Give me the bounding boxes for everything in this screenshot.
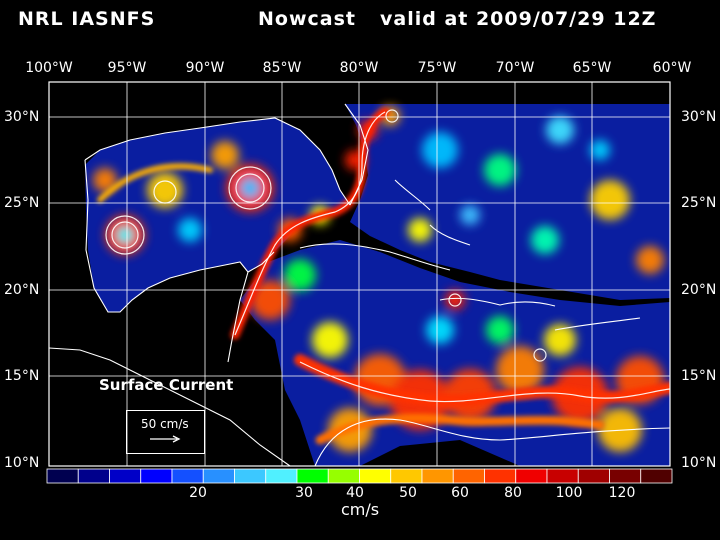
lon-label: 60°W (652, 60, 692, 76)
map-frame (48, 81, 671, 467)
colorbar-segment (452, 468, 485, 484)
lon-label: 65°W (572, 60, 612, 76)
lon-label: 70°W (495, 60, 535, 76)
colorbar-segment (609, 468, 642, 484)
lon-label: 80°W (339, 60, 379, 76)
lon-label: 95°W (107, 60, 147, 76)
graticule (49, 82, 670, 466)
colorbar-segment (296, 468, 329, 484)
colorbar-segment (234, 468, 267, 484)
colorbar-segment (171, 468, 204, 484)
lon-label: 75°W (417, 60, 457, 76)
colorbar-tick: 60 (451, 485, 469, 501)
lat-label: 25°N (681, 195, 717, 211)
legend-label: Surface Current (99, 376, 234, 394)
colorbar-segment (640, 468, 673, 484)
colorbar-units: cm/s (340, 500, 380, 519)
title-bar: NRL IASNFS Nowcast valid at 2009/07/29 1… (0, 8, 720, 36)
lat-label: 20°N (4, 282, 40, 298)
coastlines (49, 103, 670, 466)
colorbar-segment (327, 468, 360, 484)
colorbar-segment (202, 468, 235, 484)
lat-label: 20°N (681, 282, 717, 298)
lon-label: 85°W (262, 60, 302, 76)
gulf-of-mexico (85, 118, 350, 312)
lon-label: 90°W (185, 60, 225, 76)
product-title: Nowcast (258, 8, 356, 30)
colorbar-tick: 40 (346, 485, 364, 501)
lat-label: 30°N (4, 109, 40, 125)
reference-vector-label: 50 cm/s (141, 417, 189, 431)
colorbar-tick: 80 (504, 485, 522, 501)
lon-label: 100°W (25, 60, 73, 76)
colorbar-segment (421, 468, 454, 484)
colorbar-tick: 30 (295, 485, 313, 501)
colorbar-tick: 50 (399, 485, 417, 501)
colorbar-segment (46, 468, 79, 484)
lat-label: 30°N (681, 109, 717, 125)
valid-time: valid at 2009/07/29 12Z (380, 8, 657, 30)
colorbar-tick: 100 (555, 485, 583, 501)
reference-arrow-icon (150, 435, 181, 443)
reference-vector-box: 50 cm/s (126, 410, 205, 454)
lat-label: 15°N (4, 368, 40, 384)
colorbar-tick: 120 (608, 485, 636, 501)
lat-label: 10°N (681, 455, 717, 471)
colorbar-segment (265, 468, 298, 484)
colorbar-segment (109, 468, 142, 484)
colorbar-segment (140, 468, 173, 484)
colorbar-segment (515, 468, 548, 484)
lat-label: 10°N (4, 455, 40, 471)
colorbar-segment (577, 468, 610, 484)
model-title: NRL IASNFS (18, 8, 156, 30)
colorbar-segment (390, 468, 423, 484)
colorbar-segment (359, 468, 392, 484)
colorbar-segment (546, 468, 579, 484)
lat-label: 15°N (681, 368, 717, 384)
colorbar-tick: 20 (189, 485, 207, 501)
colorbar-segment (484, 468, 517, 484)
lat-label: 25°N (4, 195, 40, 211)
colorbar (46, 468, 673, 484)
current-vectors (105, 109, 670, 403)
colorbar-segment (77, 468, 110, 484)
